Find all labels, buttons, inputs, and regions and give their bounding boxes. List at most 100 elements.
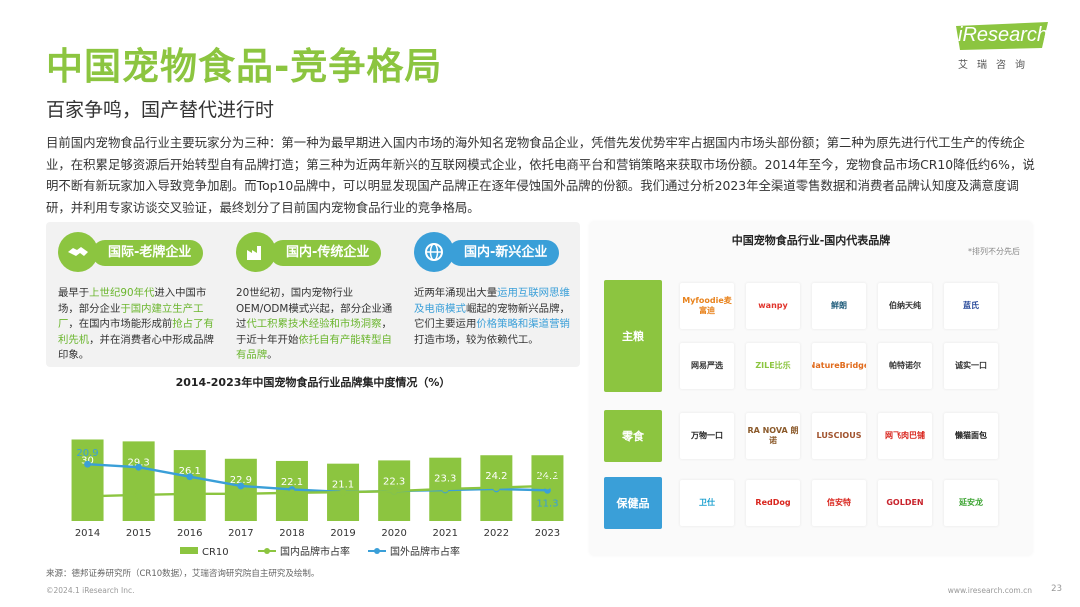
brand-logo-tile: LUSCIOUS xyxy=(812,413,866,459)
cr10-bar xyxy=(173,450,206,521)
page-number: 23 xyxy=(1051,584,1062,594)
desc-text: 近两年涌现出大量 xyxy=(414,287,498,299)
brand-logo-tile: 万物一口 xyxy=(680,413,734,459)
logo-name: iResearch xyxy=(958,24,1049,46)
brand-logo-tile: RA NOVA 朗诺 xyxy=(746,413,800,459)
x-tick-label: 2017 xyxy=(228,528,253,539)
series-point xyxy=(186,473,194,481)
desc-text: 崛起的宠物新兴品牌，它们主要运用 xyxy=(414,302,570,331)
legend-label: CR10 xyxy=(202,547,229,558)
series-point xyxy=(84,492,91,500)
bar-value-label: 26.1 xyxy=(179,466,201,477)
cr10-bar xyxy=(71,439,104,521)
series-line xyxy=(87,463,548,494)
highlight-text: 运用互联网思维及电商模式 xyxy=(414,287,570,315)
brand-logo-tile: 网飞肉巴铺 xyxy=(878,413,932,459)
category-label: 国内-新兴企业 xyxy=(448,240,560,266)
x-tick-label: 2021 xyxy=(433,528,458,539)
bar-value-label: 24.2 xyxy=(536,471,558,482)
company-types-panel: 国际-老牌企业 最早于上世纪90年代进入中国市场，部分企业于国内建立生产工厂，在… xyxy=(46,222,580,367)
desc-text: ，于近十年开始 xyxy=(236,318,392,346)
brand-logo-tile: 卫仕 xyxy=(680,480,734,526)
intro-paragraph: 目前国内宠物食品行业主要玩家分为三种：第一种为最早期进入国内市场的海外知名宠物食… xyxy=(46,135,1035,215)
handshake-icon xyxy=(58,232,98,272)
desc-text: ，并在消费者心中形成品牌印象。 xyxy=(58,333,214,362)
highlight-text: 代工积累技术经验和市场洞察 xyxy=(246,318,382,330)
globe-icon xyxy=(414,232,454,272)
desc-text: ，在国内市场能形成前 xyxy=(68,318,173,330)
factory-icon xyxy=(236,232,276,272)
bar-value-label: 21.1 xyxy=(332,480,354,491)
brands-panel: 中国宠物食品行业-国内代表品牌 *排列不分先后 主粮 Myfoodie麦富迪 wan… xyxy=(590,222,1032,555)
line-value-label: 9.1 xyxy=(80,504,96,515)
line-value-label: 11.3 xyxy=(536,498,558,509)
chart-title: 2014-2023年中国宠物食品行业品牌集中度情况（%） xyxy=(176,375,451,389)
highlight-text: 价格策略和渠道营销 xyxy=(476,318,570,330)
highlight-text: 依托自有产能转型自有品牌 xyxy=(236,333,392,362)
series-point xyxy=(390,487,398,495)
legend-marker xyxy=(264,548,270,554)
chart-svg: 2014-2023年中国宠物食品行业品牌集中度情况（%）30201429.320… xyxy=(71,375,564,558)
brand-logo-tile: 延安龙 xyxy=(944,480,998,526)
desc-text: 最早于 xyxy=(58,287,90,299)
brand-logo-tile: RedDog xyxy=(746,480,800,526)
brand-logo-tile: 信安特 xyxy=(812,480,866,526)
x-tick-label: 2020 xyxy=(381,528,406,539)
desc-text: 进入中国市场，部分企业 xyxy=(58,287,207,315)
bar-value-label: 22.1 xyxy=(281,477,303,488)
desc-text: 。 xyxy=(267,349,278,361)
series-point xyxy=(544,482,551,490)
x-tick-label: 2014 xyxy=(75,528,100,539)
category-description: 20世纪初，国内宠物行业OEM/ODM模式兴起，部分企业通过代工积累技术经验和市… xyxy=(236,286,398,364)
brand-row-label: 零食 xyxy=(604,410,662,462)
legend-label: 国内品牌市占率 xyxy=(280,545,350,558)
page-subtitle: 百家争鸣，国产替代进行时 xyxy=(46,99,275,121)
brand-logo-tile: GOLDEN xyxy=(878,480,932,526)
brand-logo-tile: Myfoodie麦富迪 xyxy=(680,283,734,329)
cr10-bar xyxy=(122,441,155,521)
series-line xyxy=(87,484,548,498)
series-point xyxy=(441,485,449,493)
brand-row-label: 主粮 xyxy=(604,280,662,392)
brand-logo-tile: 蓝氏 xyxy=(944,283,998,329)
legend-swatch xyxy=(180,547,198,554)
x-tick-label: 2016 xyxy=(177,528,202,539)
series-point xyxy=(339,488,347,496)
bar-value-label: 22.3 xyxy=(383,476,405,487)
brands-panel-title: 中国宠物食品行业-国内代表品牌 xyxy=(731,234,891,247)
bar-value-label: 23.3 xyxy=(434,474,456,485)
x-tick-label: 2019 xyxy=(330,528,355,539)
category-label: 国际-老牌企业 xyxy=(92,240,204,266)
series-point xyxy=(492,484,500,491)
copyright: ©2024.1 iResearch Inc. xyxy=(46,586,135,595)
highlight-text: 上世纪90年代 xyxy=(89,287,155,299)
cr10-bar xyxy=(224,458,257,521)
desc-text: 20世纪初，国内宠物行业OEM/ODM模式兴起，部分企业通过 xyxy=(236,287,393,330)
highlight-text: 抢占了有利先机 xyxy=(58,318,214,346)
category-label: 国内-传统企业 xyxy=(270,240,382,266)
logo-subtitle: 艾瑞咨询 xyxy=(958,60,1034,71)
category-description: 最早于上世纪90年代进入中国市场，部分企业于国内建立生产工厂，在国内市场能形成前… xyxy=(58,286,220,364)
x-tick-label: 2022 xyxy=(484,528,509,539)
bar-value-label: 22.9 xyxy=(230,475,252,486)
series-point xyxy=(84,460,91,468)
brand-logo-tile: wanpy xyxy=(746,283,800,329)
brand-logo-tile: 诚实一口 xyxy=(944,343,998,389)
legend-label: 国外品牌市占率 xyxy=(390,545,460,558)
website-url[interactable]: www.iresearch.com.cn xyxy=(947,586,1032,595)
series-point xyxy=(135,463,143,471)
brand-logo-tile: 伯纳天纯 xyxy=(878,283,932,329)
series-point xyxy=(186,490,194,498)
category-description: 近两年涌现出大量运用互联网思维及电商模式崛起的宠物新兴品牌，它们主要运用价格策略… xyxy=(414,286,576,348)
source-note: 来源：德邦证券研究所（CR10数据），艾瑞咨询研究院自主研究及绘制。 xyxy=(46,569,320,579)
x-tick-label: 2015 xyxy=(126,528,151,539)
bar-value-label: 24.2 xyxy=(485,471,507,482)
brand-logo-tile: ZILE比乐 xyxy=(746,343,800,389)
desc-text: 打造市场，较为依赖代工。 xyxy=(414,333,539,346)
series-point xyxy=(288,489,296,497)
brand-logo-tile: 帕特诺尔 xyxy=(878,343,932,389)
iresearch-logo: iResearch 艾瑞咨询 xyxy=(954,20,1054,72)
page-title: 中国宠物食品-竞争格局 xyxy=(46,45,443,88)
legend-marker xyxy=(374,548,380,554)
series-point xyxy=(237,482,245,490)
